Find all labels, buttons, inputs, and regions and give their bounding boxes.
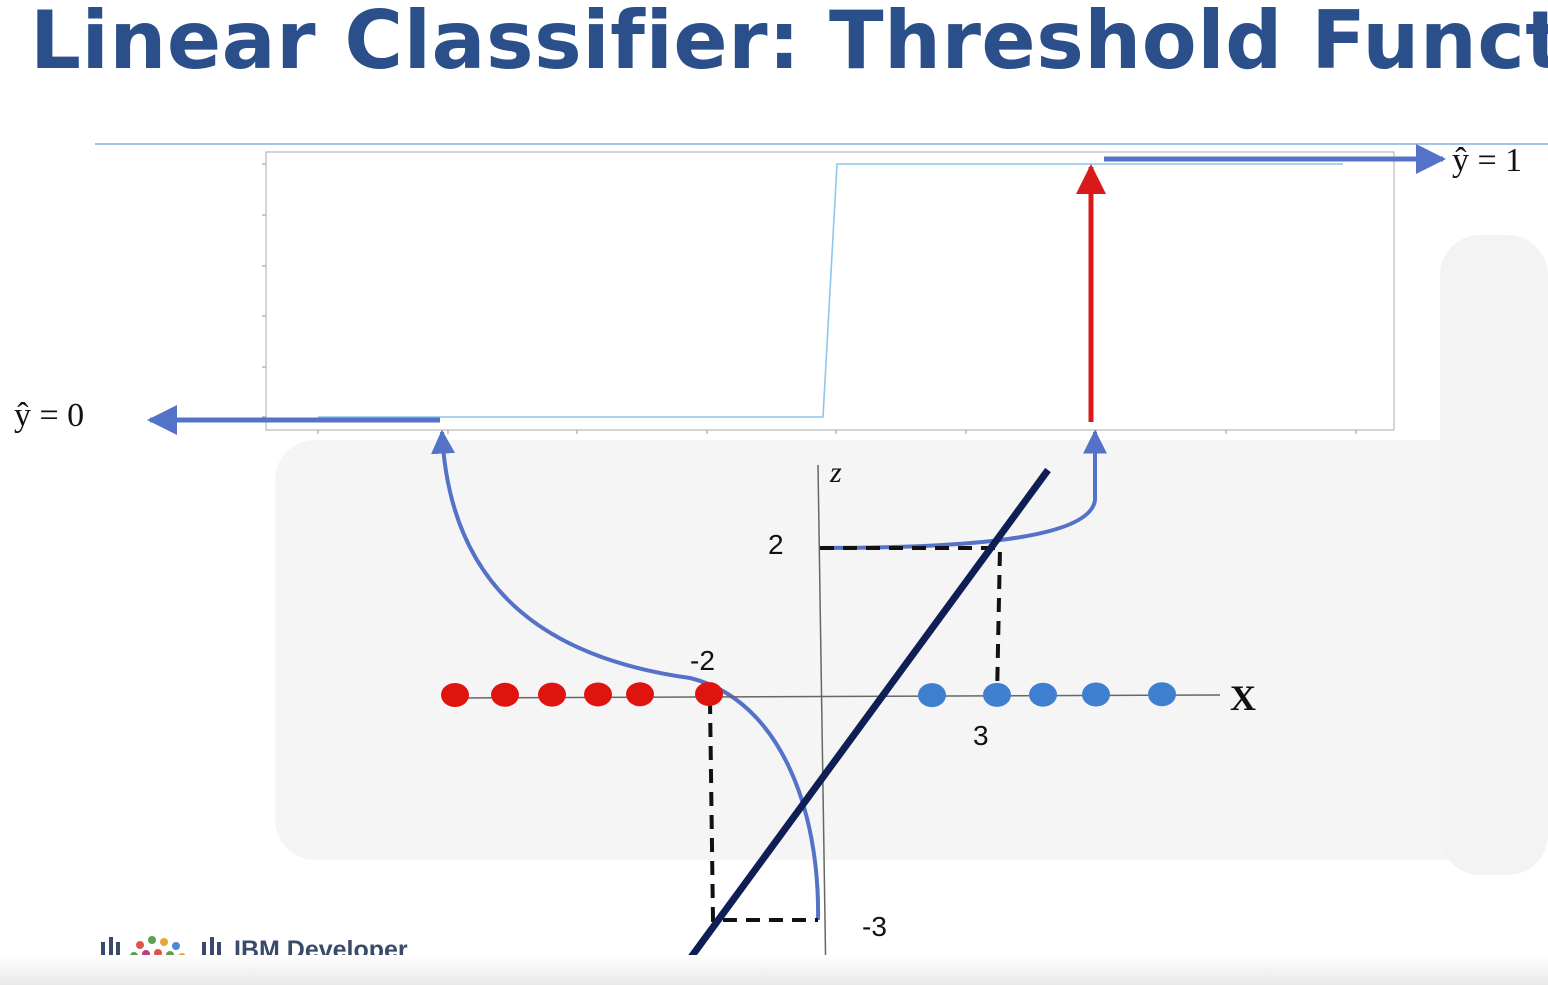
blue-point xyxy=(1082,682,1110,707)
label-y-hat-1: ŷ = 1 xyxy=(1452,142,1522,179)
z-axis-label: z xyxy=(829,456,842,489)
red-points xyxy=(441,682,723,707)
background-panel xyxy=(275,440,1545,860)
x-value-positive: 3 xyxy=(973,720,989,751)
blue-point xyxy=(1029,682,1057,707)
red-point xyxy=(626,682,654,707)
blue-point xyxy=(918,683,946,708)
x-axis-label: X xyxy=(1230,678,1256,718)
blue-points xyxy=(918,682,1176,708)
z-axis xyxy=(817,464,827,985)
slide-title: Linear Classifier: Threshold Function xyxy=(30,0,1548,87)
z-value-negative: -3 xyxy=(862,911,887,942)
title-divider xyxy=(95,143,1548,145)
dashed-guide-negative xyxy=(708,699,818,922)
red-point xyxy=(584,682,612,707)
linear-function-line xyxy=(675,467,1051,978)
video-bottom-bar xyxy=(0,955,1548,985)
red-point xyxy=(538,682,566,707)
red-point xyxy=(441,683,469,707)
curve-arrow-negative xyxy=(431,429,821,921)
x-value-negative: -2 xyxy=(690,645,715,676)
red-point xyxy=(695,682,723,707)
label-y-hat-0: ŷ = 0 xyxy=(14,397,84,434)
blue-point xyxy=(983,682,1011,707)
dashed-guide-positive xyxy=(820,546,1003,698)
z-value-positive: 2 xyxy=(768,529,784,560)
background-panel-right xyxy=(1440,235,1548,875)
red-point xyxy=(491,682,519,707)
threshold-plot xyxy=(262,151,1395,434)
blue-point xyxy=(1148,682,1176,707)
